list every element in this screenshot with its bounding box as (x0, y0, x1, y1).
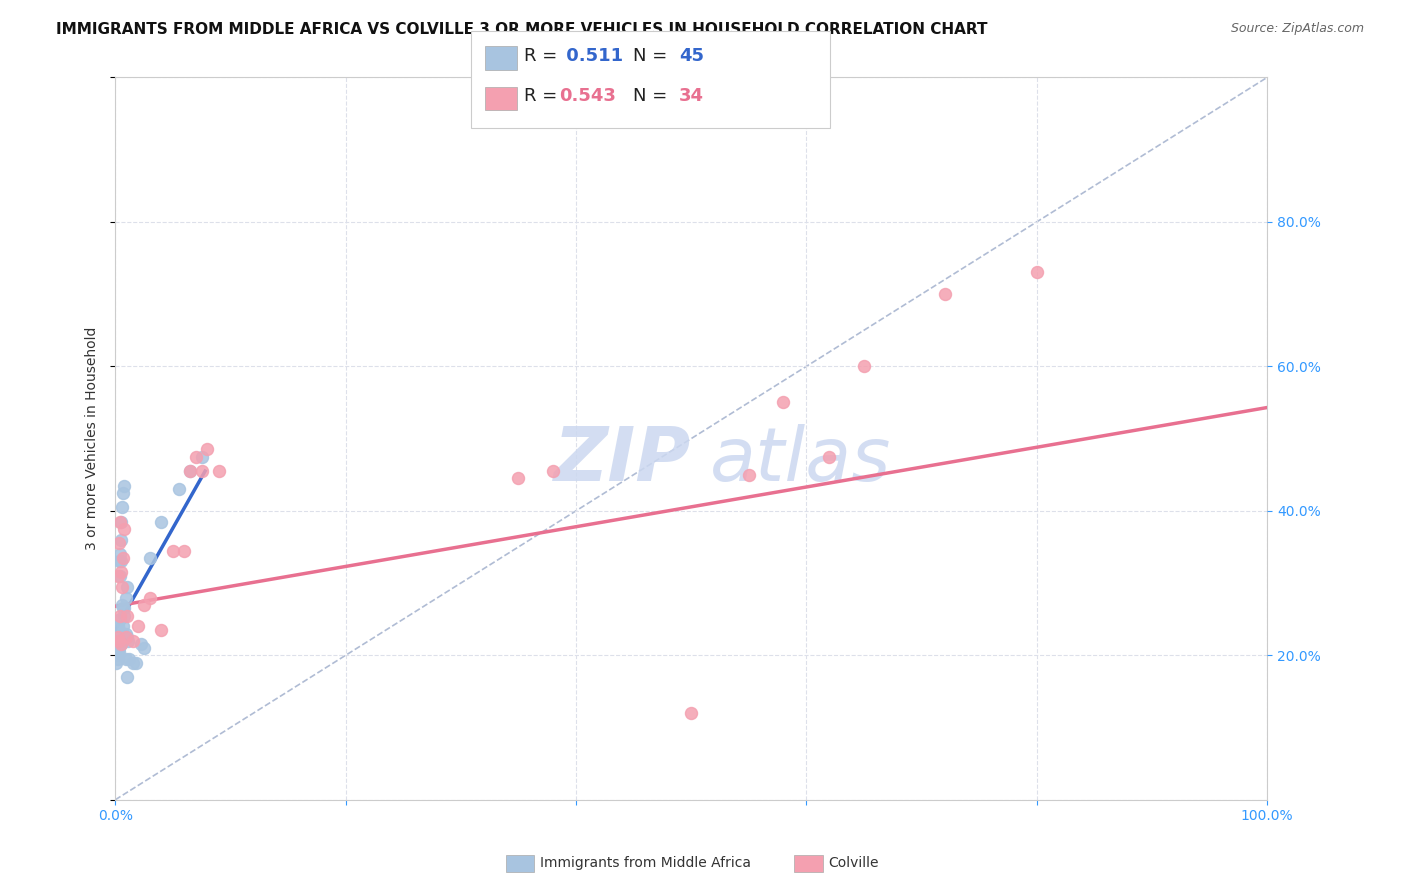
Point (139, 591, 162, 605)
Point (107, 536, 129, 550)
Point (108, 569, 131, 583)
Point (110, 515, 132, 529)
Point (150, 623, 173, 637)
Text: ZIP: ZIP (554, 424, 690, 497)
Text: 0.511: 0.511 (560, 47, 623, 65)
Point (105, 637, 128, 651)
Point (107, 619, 129, 633)
Point (129, 637, 152, 651)
Point (111, 633, 134, 648)
Point (107, 623, 129, 637)
Point (111, 500, 134, 515)
Text: N =: N = (633, 47, 672, 65)
Point (114, 601, 136, 615)
Point (934, 287, 956, 301)
Point (108, 608, 131, 623)
Point (132, 641, 155, 656)
Point (107, 645, 129, 659)
Text: 45: 45 (679, 47, 704, 65)
Point (173, 543, 195, 558)
Point (112, 550, 135, 565)
Point (107, 648, 129, 663)
Point (772, 395, 794, 409)
Point (105, 656, 128, 670)
Point (115, 580, 138, 594)
Point (107, 569, 129, 583)
Point (112, 619, 135, 633)
Point (150, 515, 173, 529)
Point (541, 464, 564, 478)
Point (179, 464, 201, 478)
Point (818, 450, 841, 464)
Y-axis label: 3 or more Vehicles in Household: 3 or more Vehicles in Household (86, 326, 100, 550)
Text: Immigrants from Middle Africa: Immigrants from Middle Africa (540, 856, 751, 871)
Point (110, 554, 132, 568)
Point (108, 633, 131, 648)
Point (114, 608, 136, 623)
Point (107, 630, 129, 644)
Point (110, 533, 132, 547)
Point (110, 637, 132, 651)
Text: Colville: Colville (828, 856, 879, 871)
Text: N =: N = (633, 87, 672, 105)
Text: Source: ZipAtlas.com: Source: ZipAtlas.com (1230, 22, 1364, 36)
Point (111, 580, 134, 594)
Point (167, 482, 190, 496)
Point (107, 652, 129, 666)
Text: IMMIGRANTS FROM MIDDLE AFRICA VS COLVILLE 3 OR MORE VEHICLES IN HOUSEHOLD CORREL: IMMIGRANTS FROM MIDDLE AFRICA VS COLVILL… (56, 22, 988, 37)
Point (125, 656, 148, 670)
Point (121, 633, 143, 648)
Point (197, 442, 219, 457)
Point (112, 485, 135, 500)
Point (107, 633, 129, 648)
Point (115, 608, 138, 623)
Point (110, 566, 132, 580)
Point (114, 591, 136, 605)
Text: atlas: atlas (710, 425, 891, 496)
Point (107, 641, 129, 656)
Point (852, 359, 875, 374)
Point (115, 630, 138, 644)
Text: R =: R = (524, 87, 564, 105)
Point (184, 450, 207, 464)
Point (508, 471, 530, 485)
Text: R =: R = (524, 47, 564, 65)
Point (132, 598, 155, 612)
Text: 0.543: 0.543 (560, 87, 616, 105)
Point (108, 515, 131, 529)
Point (114, 522, 136, 536)
Point (110, 637, 132, 651)
Point (107, 554, 129, 568)
Point (112, 601, 135, 615)
Point (108, 547, 131, 561)
Point (121, 656, 143, 670)
Point (115, 670, 138, 684)
Point (681, 706, 703, 720)
Point (127, 619, 149, 633)
Point (208, 464, 231, 478)
Point (114, 478, 136, 492)
Point (114, 626, 136, 640)
Point (117, 633, 139, 648)
Point (118, 652, 141, 666)
Point (111, 598, 134, 612)
Point (190, 450, 212, 464)
Point (1025, 265, 1047, 279)
Text: 34: 34 (679, 87, 704, 105)
Point (190, 464, 212, 478)
Point (738, 467, 761, 482)
Point (114, 652, 136, 666)
Point (139, 550, 162, 565)
Point (105, 637, 128, 651)
Point (114, 630, 136, 644)
Point (107, 633, 129, 648)
Point (179, 464, 201, 478)
Point (162, 543, 184, 558)
Point (108, 612, 131, 626)
